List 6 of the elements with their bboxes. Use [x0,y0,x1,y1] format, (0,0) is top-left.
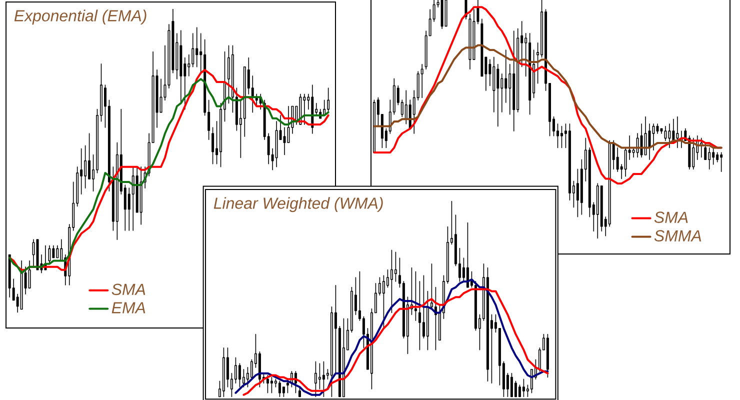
legend-label: SMA [654,212,688,223]
legend-label: SMA [112,284,146,296]
legend-label: EMA [112,302,146,314]
legend-label: SMMA [654,230,702,242]
chart-title: Linear Weighted (WMA) [214,197,383,212]
chart-title: Exponential (EMA) [14,10,146,25]
